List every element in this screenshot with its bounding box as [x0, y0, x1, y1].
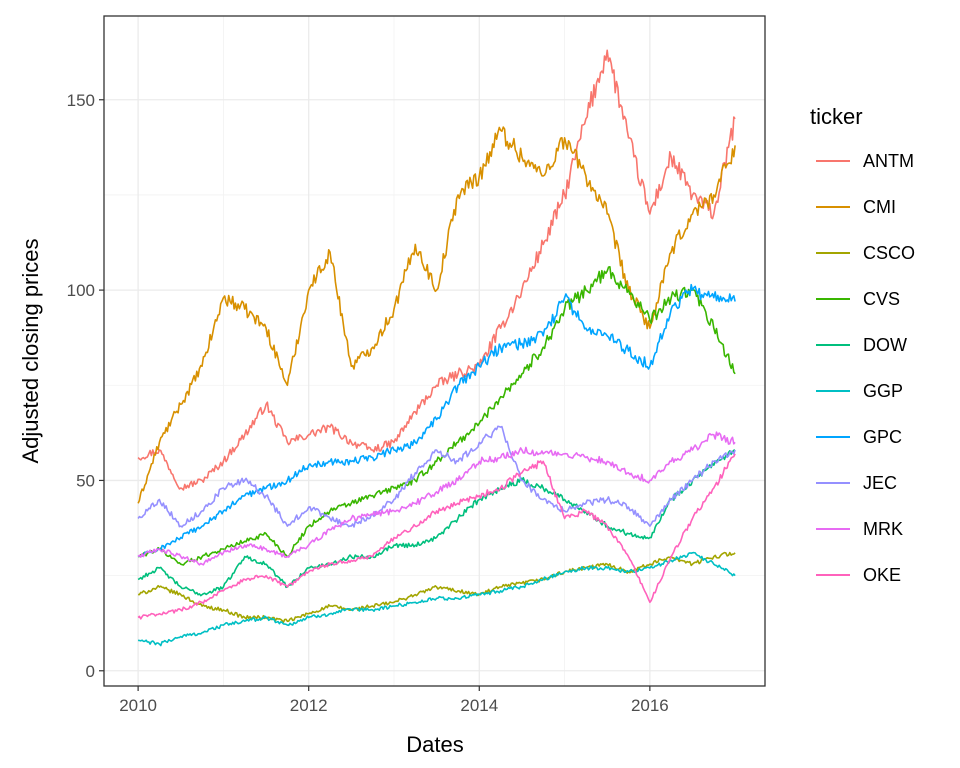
x-tick-label: 2010: [119, 696, 157, 715]
major-gridlines: [104, 16, 765, 686]
legend-label-ggp: GGP: [863, 381, 903, 401]
legend-label-antm: ANTM: [863, 151, 914, 171]
legend-label-csco: CSCO: [863, 243, 915, 263]
x-tick-label: 2012: [290, 696, 328, 715]
legend-title: ticker: [810, 104, 863, 129]
y-tick-label: 50: [76, 471, 95, 490]
legend-label-cvs: CVS: [863, 289, 900, 309]
series-line-mrk: [137, 431, 736, 566]
series-line-gpc: [137, 283, 736, 558]
x-axis: 2010 2012 2014 2016: [119, 686, 669, 715]
y-axis: 0 50 100 150: [67, 91, 104, 681]
y-tick-label: 0: [86, 662, 95, 681]
minor-gridlines: [104, 16, 765, 686]
series-lines: [137, 49, 736, 647]
plot-panel-background: [104, 16, 765, 686]
legend-label-cmi: CMI: [863, 197, 896, 217]
x-tick-label: 2014: [460, 696, 498, 715]
y-tick-label: 100: [67, 281, 95, 300]
x-axis-title: Dates: [406, 732, 463, 757]
series-line-oke: [137, 453, 736, 620]
x-tick-label: 2016: [631, 696, 669, 715]
series-line-jec: [137, 425, 736, 528]
series-line-cmi: [137, 126, 736, 504]
legend-label-jec: JEC: [863, 473, 897, 493]
y-axis-title: Adjusted closing prices: [18, 238, 43, 463]
legend-label-gpc: GPC: [863, 427, 902, 447]
legend-label-oke: OKE: [863, 565, 901, 585]
series-line-dow: [137, 449, 736, 597]
legend-label-mrk: MRK: [863, 519, 903, 539]
series-line-antm: [137, 49, 736, 491]
plot-panel-border: [103, 15, 766, 687]
series-line-cvs: [137, 266, 736, 566]
y-tick-label: 150: [67, 91, 95, 110]
legend: ticker ANTM CMI CSCO CVS DOW GGP GPC JEC MRK OKE: [810, 104, 915, 585]
legend-label-dow: DOW: [863, 335, 907, 355]
